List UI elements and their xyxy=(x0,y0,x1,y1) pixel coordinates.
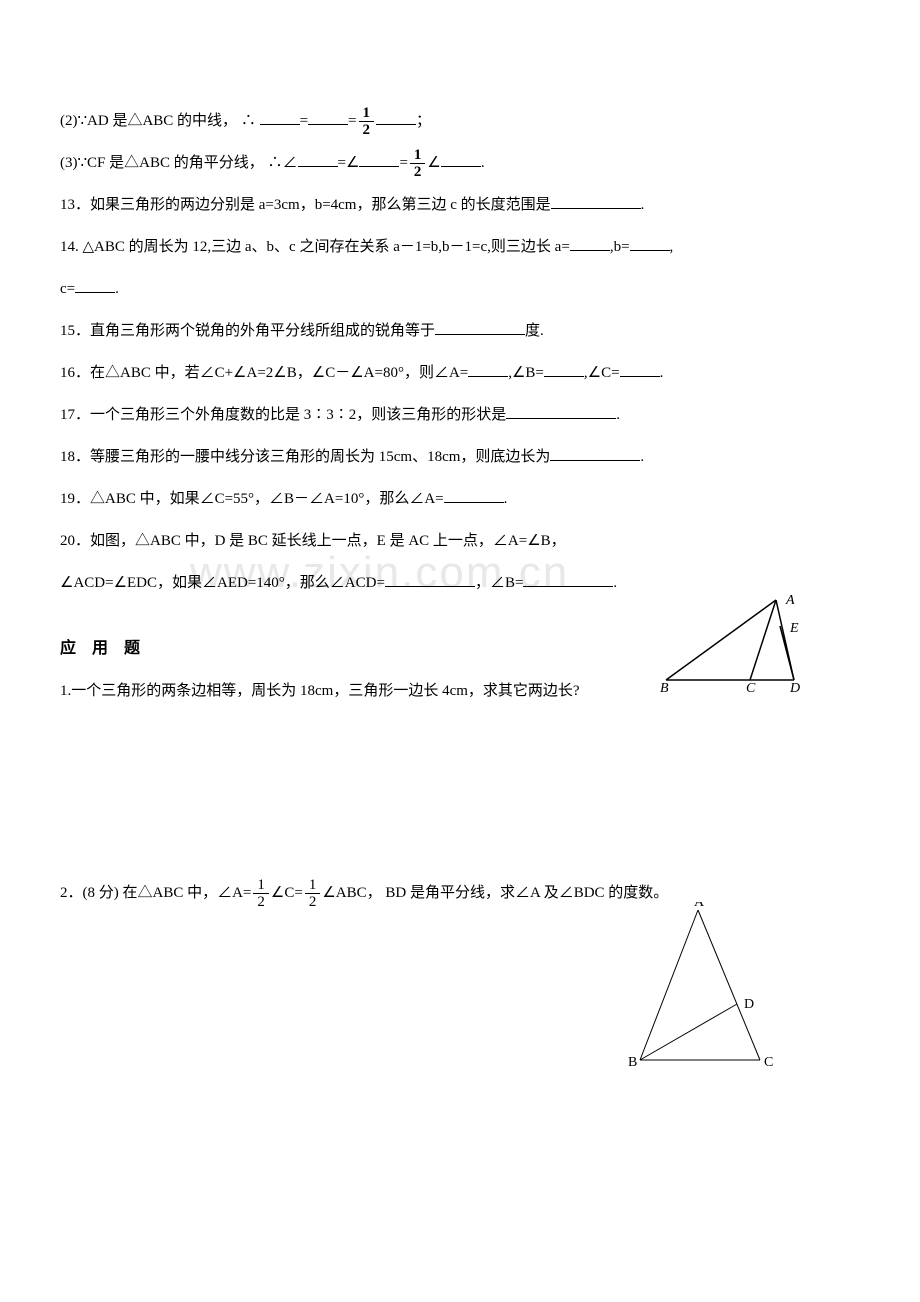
q15-text: 15．直角三角形两个锐角的外角平分线所组成的锐角等于 xyxy=(60,323,435,339)
q15-tail: 度. xyxy=(525,323,544,339)
blank xyxy=(444,502,504,503)
question-19: 19．△ABC 中，如果∠C=55°，∠B－∠A=10°，那么∠A=. xyxy=(60,478,860,520)
q20-text-a: 20．如图，△ABC 中，D 是 BC 延长线上一点，E 是 AC 上一点，∠A… xyxy=(60,533,566,549)
blank xyxy=(544,376,584,377)
triangle-diagram-app2: A B C D xyxy=(620,902,780,1072)
q14-b: ,b= xyxy=(610,239,630,255)
blank xyxy=(506,418,616,419)
fraction-half-icon: 12 xyxy=(253,877,269,911)
question-16: 16．在△ABC 中，若∠C+∠A=2∠B，∠C－∠A=80°，则∠A= ,∠B=… xyxy=(60,352,860,394)
blank xyxy=(308,124,348,125)
q20-mid: ，∠B= xyxy=(475,575,523,591)
blank xyxy=(523,586,613,587)
q14-text: 14. △ABC 的周长为 12,三边 a、b、c 之间存在关系 a－1=b,b… xyxy=(60,239,570,255)
item-3-prefix: (3) xyxy=(60,155,78,171)
blank xyxy=(75,292,115,293)
svg-text:B: B xyxy=(628,1055,637,1070)
q20-text-b: ∠ACD=∠EDC，如果∠AED=140°，那么∠ACD= xyxy=(60,575,385,591)
app2-c: ∠ABC， BD 是角平分线，求∠A 及∠BDC 的度数。 xyxy=(322,885,668,901)
question-15: 15．直角三角形两个锐角的外角平分线所组成的锐角等于 度. xyxy=(60,310,860,352)
blank xyxy=(620,376,660,377)
q18-text: 18．等腰三角形的一腰中线分该三角形的周长为 15cm、18cm，则底边长为 xyxy=(60,449,550,465)
blank xyxy=(551,208,641,209)
item-3-tail: . xyxy=(481,155,485,171)
svg-text:A: A xyxy=(785,593,795,608)
blank xyxy=(435,334,525,335)
app2-b: ∠C= xyxy=(271,885,303,901)
blank xyxy=(441,166,481,167)
blank xyxy=(298,166,338,167)
q20-tail: . xyxy=(613,575,617,591)
question-18: 18．等腰三角形的一腰中线分该三角形的周长为 15cm、18cm，则底边长为. xyxy=(60,436,860,478)
svg-text:A: A xyxy=(694,902,705,910)
blank xyxy=(385,586,475,587)
q17-tail: . xyxy=(616,407,620,423)
blank xyxy=(376,124,416,125)
q19-tail: . xyxy=(504,491,508,507)
blank xyxy=(260,124,300,125)
q13-text: 13．如果三角形的两边分别是 a=3cm，b=4cm，那么第三边 c 的长度范围… xyxy=(60,197,551,213)
svg-text:C: C xyxy=(764,1055,773,1070)
q16-b: ,∠B= xyxy=(508,365,544,381)
item-2-tail: ； xyxy=(416,113,431,129)
question-17: 17．一个三角形三个外角度数的比是 3∶3∶2，则该三角形的形状是. xyxy=(60,394,860,436)
item-2: (2)AD 是△ABC 的中线， ==12； xyxy=(60,100,860,142)
q18-tail: . xyxy=(640,449,644,465)
q16-tail: . xyxy=(660,365,664,381)
q14-c: c= xyxy=(60,281,75,297)
q19-text: 19．△ABC 中，如果∠C=55°，∠B－∠A=10°，那么∠A= xyxy=(60,491,444,507)
item-2-given: AD 是△ABC 的中线， xyxy=(87,113,237,129)
blank xyxy=(550,460,640,461)
q14-tail: , xyxy=(670,239,674,255)
question-13: 13．如果三角形的两边分别是 a=3cm，b=4cm，那么第三边 c 的长度范围… xyxy=(60,184,860,226)
application-1: 1.一个三角形的两条边相等，周长为 18cm，三角形一边长 4cm，求其它两边长… xyxy=(60,670,860,712)
svg-text:E: E xyxy=(789,621,799,636)
therefore-symbol xyxy=(241,113,256,129)
because-symbol xyxy=(78,113,88,129)
question-14: 14. △ABC 的周长为 12,三边 a、b、c 之间存在关系 a－1=b,b… xyxy=(60,226,860,268)
therefore-symbol xyxy=(268,155,283,171)
blank xyxy=(468,376,508,377)
item-3-given: CF 是△ABC 的角平分线， xyxy=(87,155,264,171)
question-14-cont: c=. xyxy=(60,268,860,310)
svg-text:D: D xyxy=(744,997,754,1012)
app2-a: 2．(8 分) 在△ABC 中，∠A= xyxy=(60,885,251,901)
q16-c: ,∠C= xyxy=(584,365,620,381)
because-symbol xyxy=(78,155,88,171)
blank xyxy=(570,250,610,251)
fraction-half-icon: 12 xyxy=(305,877,321,911)
item-2-prefix: (2) xyxy=(60,113,78,129)
fraction-half-icon: 12 xyxy=(410,147,426,181)
item-3: (3)CF 是△ABC 的角平分线， ∠=∠=12∠. xyxy=(60,142,860,184)
q16-text: 16．在△ABC 中，若∠C+∠A=2∠B，∠C－∠A=80°，则∠A= xyxy=(60,365,468,381)
blank xyxy=(359,166,399,167)
q13-tail: . xyxy=(641,197,645,213)
q14-tail2: . xyxy=(115,281,119,297)
fraction-half-icon: 12 xyxy=(359,105,375,139)
workspace xyxy=(60,712,860,872)
q17-text: 17．一个三角形三个外角度数的比是 3∶3∶2，则该三角形的形状是 xyxy=(60,407,506,423)
question-20-a: 20．如图，△ABC 中，D 是 BC 延长线上一点，E 是 AC 上一点，∠A… xyxy=(60,520,860,562)
blank xyxy=(630,250,670,251)
